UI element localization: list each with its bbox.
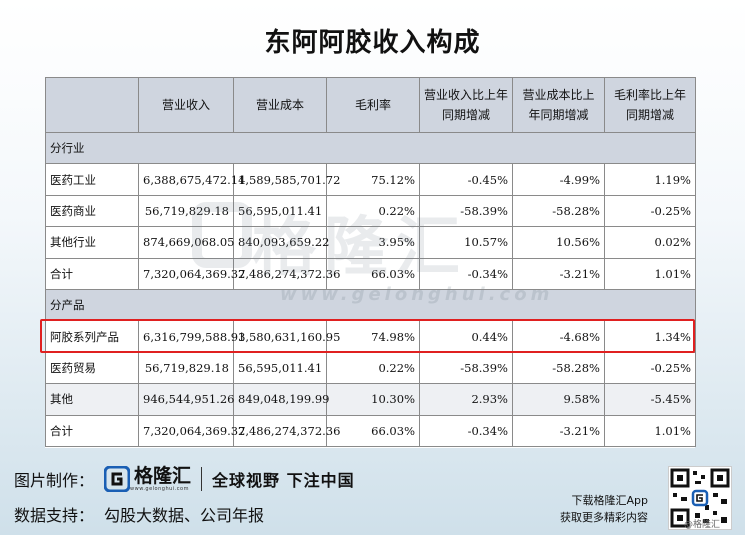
table-row: 合计 7,320,064,369.37 2,486,274,372.36 66.03%… [45, 257, 696, 290]
table-cell: -3.21% [512, 257, 605, 290]
table-cell: 1,589,585,701.72 [233, 163, 340, 196]
table-cell: 1,580,631,160.95 [233, 320, 340, 353]
corner-watermark: @格隆汇 [684, 520, 721, 530]
table-cell: 66.03% [326, 257, 420, 290]
table-cell: 56,595,011.41 [233, 351, 327, 385]
table-row: 医药工业 6,388,675,472.14 1,589,585,701.72 75.1… [45, 163, 696, 196]
row-label: 医药贸易 [45, 351, 139, 385]
table-cell: 2.93% [419, 383, 513, 416]
table-cell: 3.95% [326, 226, 420, 259]
download-line-1: 下载格隆汇App [571, 494, 649, 507]
table-row: 医药商业 56,719,829.18 56,595,011.41 0.22% -58.3… [45, 194, 696, 228]
table-cell: 1.34% [604, 320, 696, 353]
table-cell: 2,486,274,372.36 [233, 414, 340, 447]
column-header: 营业成本 [233, 77, 327, 133]
table-row: 其他 946,544,951.26 849,048,199.99 10.30% 2.93… [45, 383, 696, 416]
row-label: 医药工业 [45, 163, 139, 196]
table-cell: 0.22% [326, 194, 420, 228]
table-cell: 10.56% [512, 226, 605, 259]
table-cell: -58.28% [512, 351, 605, 385]
table-cell: 6,316,799,588.93 [138, 320, 245, 353]
table-header-row: 营业收入 营业成本 毛利率 营业收入比上年同期增减 营业成本比上年同期增减 毛利率比上年同… [45, 77, 696, 133]
table-cell: 10.57% [419, 226, 513, 259]
table-cell: 946,544,951.26 [138, 383, 234, 416]
divider [201, 467, 203, 491]
source-label: 数据支持： [14, 506, 95, 525]
table-cell: -0.34% [419, 414, 513, 447]
table-row: 医药贸易 56,719,829.18 56,595,011.41 0.22% -58.3… [45, 351, 696, 385]
table-cell: 1.01% [604, 257, 696, 290]
table-cell: -58.39% [419, 194, 513, 228]
section-label: 分产品 [45, 288, 696, 322]
made-by-label: 图片制作： [14, 471, 95, 490]
table-cell: 7,320,064,369.37 [138, 414, 245, 447]
table-cell: 874,669,068.05 [138, 226, 234, 259]
table-cell: 1.01% [604, 414, 696, 447]
table-cell: 75.12% [326, 163, 420, 196]
download-line-2: 获取更多精彩内容 [560, 511, 648, 524]
table-cell: 56,719,829.18 [138, 194, 234, 228]
qr-code-icon[interactable] [668, 466, 732, 530]
gelonghui-logo-icon [103, 465, 131, 493]
table-cell: -0.25% [604, 194, 696, 228]
table-cell: -0.34% [419, 257, 513, 290]
table-cell: 840,093,659.22 [233, 226, 329, 259]
logo-url: www.gelonghui.com [130, 486, 189, 492]
row-label: 其他 [45, 383, 139, 416]
table-cell: 0.02% [604, 226, 696, 259]
section-row: 分产品 [45, 288, 696, 322]
column-header: 营业成本比上年同期增减 [512, 77, 605, 133]
slogan: 全球视野 下注中国 [212, 471, 355, 490]
revenue-table-container: 营业收入 营业成本 毛利率 营业收入比上年同期增减 营业成本比上年同期增减 毛利率比上年同… [45, 77, 696, 448]
table-cell: -0.45% [419, 163, 513, 196]
table-cell: 849,048,199.99 [233, 383, 329, 416]
table-cell: -3.21% [512, 414, 605, 447]
table-cell: 66.03% [326, 414, 420, 447]
table-cell: -4.68% [512, 320, 605, 353]
column-header [45, 77, 139, 133]
table-cell: 6,388,675,472.14 [138, 163, 245, 196]
table-row: 合计 7,320,064,369.37 2,486,274,372.36 66.03%… [45, 414, 696, 447]
table-cell: 1.19% [604, 163, 696, 196]
column-header: 毛利率 [326, 77, 420, 133]
row-label: 阿胶系列产品 [45, 320, 139, 353]
table-cell: 2,486,274,372.36 [233, 257, 340, 290]
table-row: 阿胶系列产品 6,316,799,588.93 1,580,631,160.95 74… [45, 320, 696, 353]
download-prompt: 下载格隆汇App 获取更多精彩内容 [560, 492, 648, 526]
table-cell: 0.44% [419, 320, 513, 353]
table-cell: -0.25% [604, 351, 696, 385]
table-row: 其他行业 874,669,068.05 840,093,659.22 3.95% 10.… [45, 226, 696, 259]
logo-name: 格隆汇 [134, 465, 192, 487]
table-cell: 0.22% [326, 351, 420, 385]
table-cell: 56,719,829.18 [138, 351, 234, 385]
table-cell: -58.28% [512, 194, 605, 228]
table-cell: 10.30% [326, 383, 420, 416]
section-label: 分行业 [45, 131, 696, 165]
footer-credits: 图片制作： 格隆汇 www.gelonghui.com 全球视野 下注中国 数据… [14, 464, 355, 526]
table-cell: -4.99% [512, 163, 605, 196]
column-header: 毛利率比上年同期增减 [604, 77, 696, 133]
table-cell: 74.98% [326, 320, 420, 353]
row-label: 医药商业 [45, 194, 139, 228]
row-label: 其他行业 [45, 226, 139, 259]
source-text: 勾股大数据、公司年报 [104, 506, 265, 525]
column-header: 营业收入比上年同期增减 [419, 77, 513, 133]
page-title: 东阿阿胶收入构成 [264, 28, 481, 58]
row-label: 合计 [45, 414, 139, 447]
row-label: 合计 [45, 257, 139, 290]
table-cell: 9.58% [512, 383, 605, 416]
section-row: 分行业 [45, 131, 696, 165]
column-header: 营业收入 [138, 77, 234, 133]
table-cell: 56,595,011.41 [233, 194, 327, 228]
table-cell: -5.45% [604, 383, 696, 416]
table-cell: -58.39% [419, 351, 513, 385]
revenue-table: 营业收入 营业成本 毛利率 营业收入比上年同期增减 营业成本比上年同期增减 毛利率比上年同… [45, 77, 696, 447]
table-cell: 7,320,064,369.37 [138, 257, 245, 290]
